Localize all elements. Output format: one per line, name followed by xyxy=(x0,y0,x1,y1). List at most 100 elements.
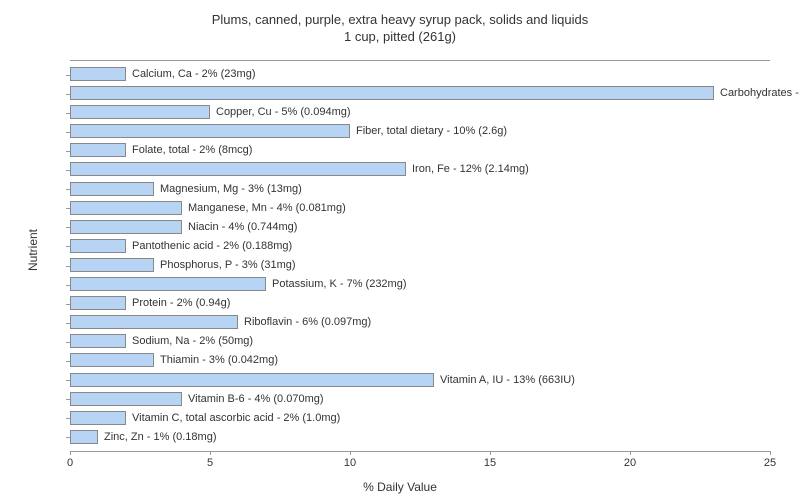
bar-row: Magnesium, Mg - 3% (13mg) xyxy=(70,180,770,199)
bar-row: Protein - 2% (0.94g) xyxy=(70,294,770,313)
x-tick-label: 20 xyxy=(624,457,636,469)
y-tick-mark xyxy=(66,361,70,362)
bar-label: Calcium, Ca - 2% (23mg) xyxy=(132,67,255,81)
bar-row: Fiber, total dietary - 10% (2.6g) xyxy=(70,122,770,141)
y-tick-mark xyxy=(66,208,70,209)
bar-row: Iron, Fe - 12% (2.14mg) xyxy=(70,160,770,179)
bar-label: Vitamin A, IU - 13% (663IU) xyxy=(440,373,575,387)
y-tick-mark xyxy=(66,323,70,324)
bar xyxy=(70,353,154,367)
x-tick-mark xyxy=(70,451,71,455)
bar-label: Folate, total - 2% (8mcg) xyxy=(132,143,252,157)
bar-row: Vitamin C, total ascorbic acid - 2% (1.0… xyxy=(70,409,770,428)
x-tick-label: 15 xyxy=(484,457,496,469)
y-tick-mark xyxy=(66,151,70,152)
bar-label: Phosphorus, P - 3% (31mg) xyxy=(160,258,296,272)
y-tick-mark xyxy=(66,94,70,95)
y-tick-mark xyxy=(66,437,70,438)
bar xyxy=(70,143,126,157)
title-line1: Plums, canned, purple, extra heavy syrup… xyxy=(212,12,588,27)
x-tick-label: 0 xyxy=(67,457,73,469)
bar-label: Potassium, K - 7% (232mg) xyxy=(272,277,407,291)
x-tick-mark xyxy=(490,451,491,455)
bar-row: Potassium, K - 7% (232mg) xyxy=(70,275,770,294)
y-tick-mark xyxy=(66,266,70,267)
x-tick-label: 5 xyxy=(207,457,213,469)
bar-label: Niacin - 4% (0.744mg) xyxy=(188,220,297,234)
chart-title: Plums, canned, purple, extra heavy syrup… xyxy=(0,0,800,46)
bars-group: Calcium, Ca - 2% (23mg) Carbohydrates - 2… xyxy=(70,65,770,447)
bar-label: Pantothenic acid - 2% (0.188mg) xyxy=(132,239,292,253)
bar xyxy=(70,258,154,272)
bar-row: Pantothenic acid - 2% (0.188mg) xyxy=(70,237,770,256)
y-tick-mark xyxy=(66,189,70,190)
bar xyxy=(70,124,350,138)
y-tick-mark xyxy=(66,227,70,228)
title-line2: 1 cup, pitted (261g) xyxy=(344,29,456,44)
y-axis-label: Nutrient xyxy=(26,229,40,271)
bar xyxy=(70,315,238,329)
bar-row: Phosphorus, P - 3% (31mg) xyxy=(70,256,770,275)
bar-label: Zinc, Zn - 1% (0.18mg) xyxy=(104,430,216,444)
y-tick-mark xyxy=(66,399,70,400)
x-tick-mark xyxy=(210,451,211,455)
bar xyxy=(70,277,266,291)
bar xyxy=(70,162,406,176)
y-tick-mark xyxy=(66,246,70,247)
bar xyxy=(70,67,126,81)
y-tick-mark xyxy=(66,75,70,76)
bar xyxy=(70,86,714,100)
bar-label: Magnesium, Mg - 3% (13mg) xyxy=(160,182,302,196)
y-tick-mark xyxy=(66,113,70,114)
bar xyxy=(70,220,182,234)
bar-row: Zinc, Zn - 1% (0.18mg) xyxy=(70,428,770,447)
bar-row: Riboflavin - 6% (0.097mg) xyxy=(70,313,770,332)
x-tick-mark xyxy=(350,451,351,455)
bar-row: Sodium, Na - 2% (50mg) xyxy=(70,332,770,351)
x-tick-mark xyxy=(770,451,771,455)
bar xyxy=(70,392,182,406)
bar-row: Folate, total - 2% (8mcg) xyxy=(70,141,770,160)
bar xyxy=(70,411,126,425)
x-tick-label: 10 xyxy=(344,457,356,469)
plot-area: Calcium, Ca - 2% (23mg) Carbohydrates - 2… xyxy=(70,60,770,452)
y-tick-mark xyxy=(66,132,70,133)
bar-row: Vitamin B-6 - 4% (0.070mg) xyxy=(70,390,770,409)
x-tick-label: 25 xyxy=(764,457,776,469)
bar-label: Vitamin C, total ascorbic acid - 2% (1.0… xyxy=(132,411,340,425)
bar-label: Copper, Cu - 5% (0.094mg) xyxy=(216,105,351,119)
bar-label: Thiamin - 3% (0.042mg) xyxy=(160,353,278,367)
bar xyxy=(70,182,154,196)
bar-label: Carbohydrates - 23% (68.67g) xyxy=(720,86,800,100)
y-tick-mark xyxy=(66,170,70,171)
bar xyxy=(70,373,434,387)
bar-row: Vitamin A, IU - 13% (663IU) xyxy=(70,371,770,390)
x-axis-label: % Daily Value xyxy=(363,480,437,494)
bar-row: Manganese, Mn - 4% (0.081mg) xyxy=(70,199,770,218)
bar xyxy=(70,430,98,444)
bar-row: Copper, Cu - 5% (0.094mg) xyxy=(70,103,770,122)
bar-label: Vitamin B-6 - 4% (0.070mg) xyxy=(188,392,324,406)
bar-label: Manganese, Mn - 4% (0.081mg) xyxy=(188,201,346,215)
y-tick-mark xyxy=(66,380,70,381)
y-tick-mark xyxy=(66,285,70,286)
bar xyxy=(70,201,182,215)
y-tick-mark xyxy=(66,304,70,305)
bar-row: Niacin - 4% (0.744mg) xyxy=(70,218,770,237)
y-tick-mark xyxy=(66,342,70,343)
bar xyxy=(70,334,126,348)
bar-label: Protein - 2% (0.94g) xyxy=(132,296,230,310)
bar-row: Thiamin - 3% (0.042mg) xyxy=(70,351,770,370)
bar-label: Riboflavin - 6% (0.097mg) xyxy=(244,315,371,329)
bar-label: Iron, Fe - 12% (2.14mg) xyxy=(412,162,529,176)
bar xyxy=(70,105,210,119)
bar-label: Sodium, Na - 2% (50mg) xyxy=(132,334,253,348)
bar xyxy=(70,239,126,253)
chart-container: Plums, canned, purple, extra heavy syrup… xyxy=(0,0,800,500)
x-tick-mark xyxy=(630,451,631,455)
bar-row: Carbohydrates - 23% (68.67g) xyxy=(70,84,770,103)
y-tick-mark xyxy=(66,418,70,419)
bar-label: Fiber, total dietary - 10% (2.6g) xyxy=(356,124,507,138)
bar-row: Calcium, Ca - 2% (23mg) xyxy=(70,65,770,84)
bar xyxy=(70,296,126,310)
